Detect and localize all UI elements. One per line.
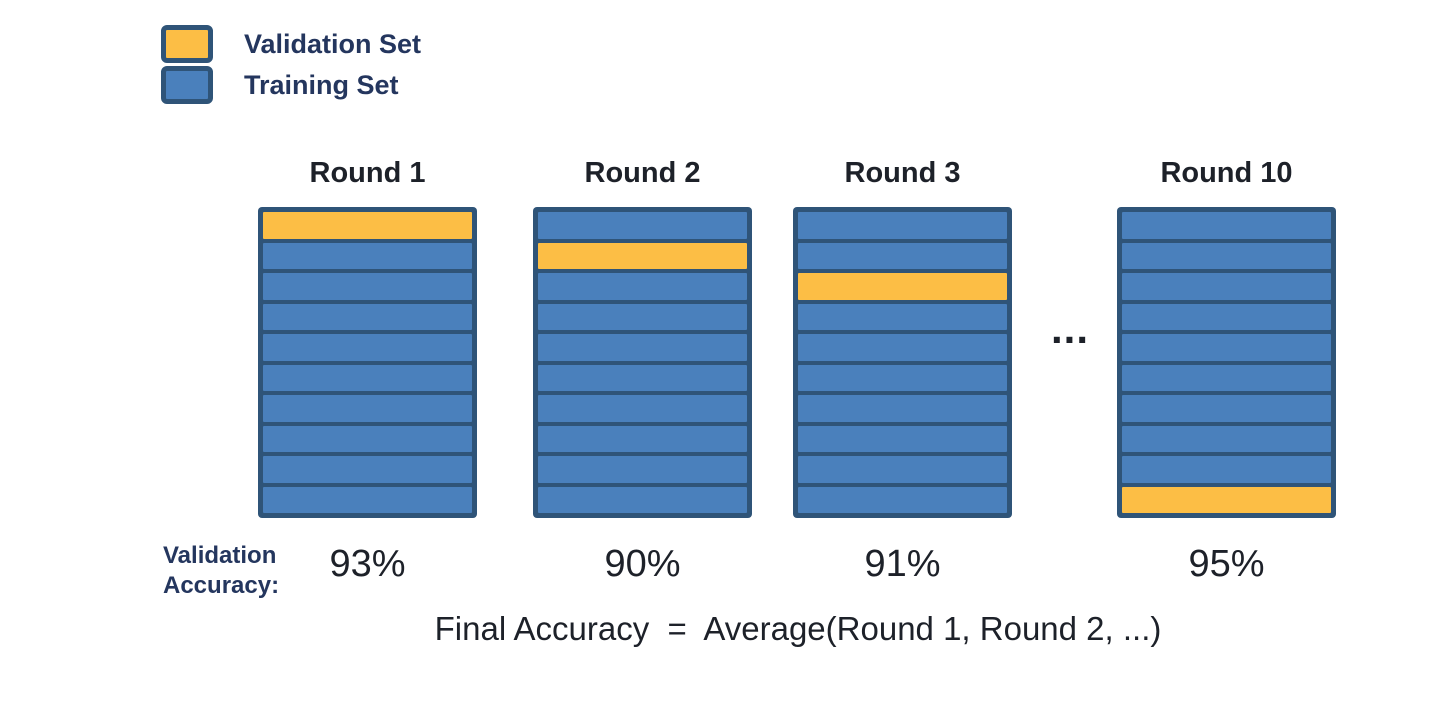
- final-accuracy-formula: Final Accuracy = Average(Round 1, Round …: [434, 610, 1162, 647]
- fold-stack: [533, 207, 752, 518]
- training-fold: [798, 425, 1007, 452]
- training-fold: [1122, 395, 1331, 422]
- training-fold: [1122, 303, 1331, 330]
- validation-fold: [538, 242, 747, 269]
- validation-accuracy-value: 95%: [1188, 543, 1265, 585]
- validation-accuracy-value: 91%: [864, 543, 941, 585]
- training-fold: [538, 303, 747, 330]
- training-fold: [538, 425, 747, 452]
- training-fold: [263, 303, 472, 330]
- legend-label-training: Training Set: [244, 69, 399, 100]
- training-fold: [263, 486, 472, 513]
- round-column: Round 10 95%: [1117, 156, 1336, 586]
- round-column: Round 2 90%: [533, 156, 752, 586]
- ellipsis-between-rounds: ...: [1050, 305, 1089, 352]
- training-fold: [798, 242, 1007, 269]
- training-fold: [1122, 456, 1331, 483]
- training-fold: [538, 334, 747, 361]
- training-fold: [798, 486, 1007, 513]
- validation-fold: [1122, 486, 1331, 513]
- training-fold: [538, 486, 747, 513]
- training-fold: [263, 364, 472, 391]
- legend-row-training: Training Set: [161, 66, 421, 104]
- training-fold: [263, 395, 472, 422]
- training-fold: [1122, 273, 1331, 300]
- training-fold: [1122, 425, 1331, 452]
- training-fold: [538, 273, 747, 300]
- training-fold: [1122, 364, 1331, 391]
- training-fold: [798, 395, 1007, 422]
- training-fold: [263, 425, 472, 452]
- legend-label-validation: Validation Set: [244, 28, 422, 59]
- training-fold: [538, 364, 747, 391]
- training-fold: [263, 334, 472, 361]
- training-fold: [798, 364, 1007, 391]
- fold-stack: [258, 207, 477, 518]
- validation-accuracy-label: Validation Accuracy:: [163, 542, 280, 599]
- round-column: Round 3 91%: [793, 156, 1012, 586]
- legend-row-validation: Validation Set: [161, 25, 421, 63]
- training-fold: [1122, 334, 1331, 361]
- training-fold: [1122, 242, 1331, 269]
- round-column: Round 1 93%: [258, 156, 477, 586]
- training-fold: [263, 242, 472, 269]
- round-title: Round 10: [1160, 157, 1293, 189]
- validation-fold: [263, 212, 472, 239]
- training-fold: [798, 334, 1007, 361]
- training-fold: [263, 273, 472, 300]
- training-set-swatch-icon: [161, 66, 213, 104]
- training-fold: [263, 456, 472, 483]
- validation-accuracy-value: 90%: [604, 543, 681, 585]
- training-fold: [538, 395, 747, 422]
- round-title: Round 2: [584, 157, 701, 189]
- validation-accuracy-value: 93%: [329, 543, 406, 585]
- training-fold: [538, 212, 747, 239]
- training-fold: [798, 212, 1007, 239]
- training-fold: [798, 456, 1007, 483]
- training-fold: [798, 303, 1007, 330]
- training-fold: [1122, 212, 1331, 239]
- legend: Validation Set Training Set: [161, 25, 421, 107]
- validation-fold: [798, 273, 1007, 300]
- validation-set-swatch-icon: [161, 25, 213, 63]
- round-title: Round 3: [844, 157, 961, 189]
- fold-stack: [793, 207, 1012, 518]
- fold-stack: [1117, 207, 1336, 518]
- round-title: Round 1: [309, 157, 426, 189]
- training-fold: [538, 456, 747, 483]
